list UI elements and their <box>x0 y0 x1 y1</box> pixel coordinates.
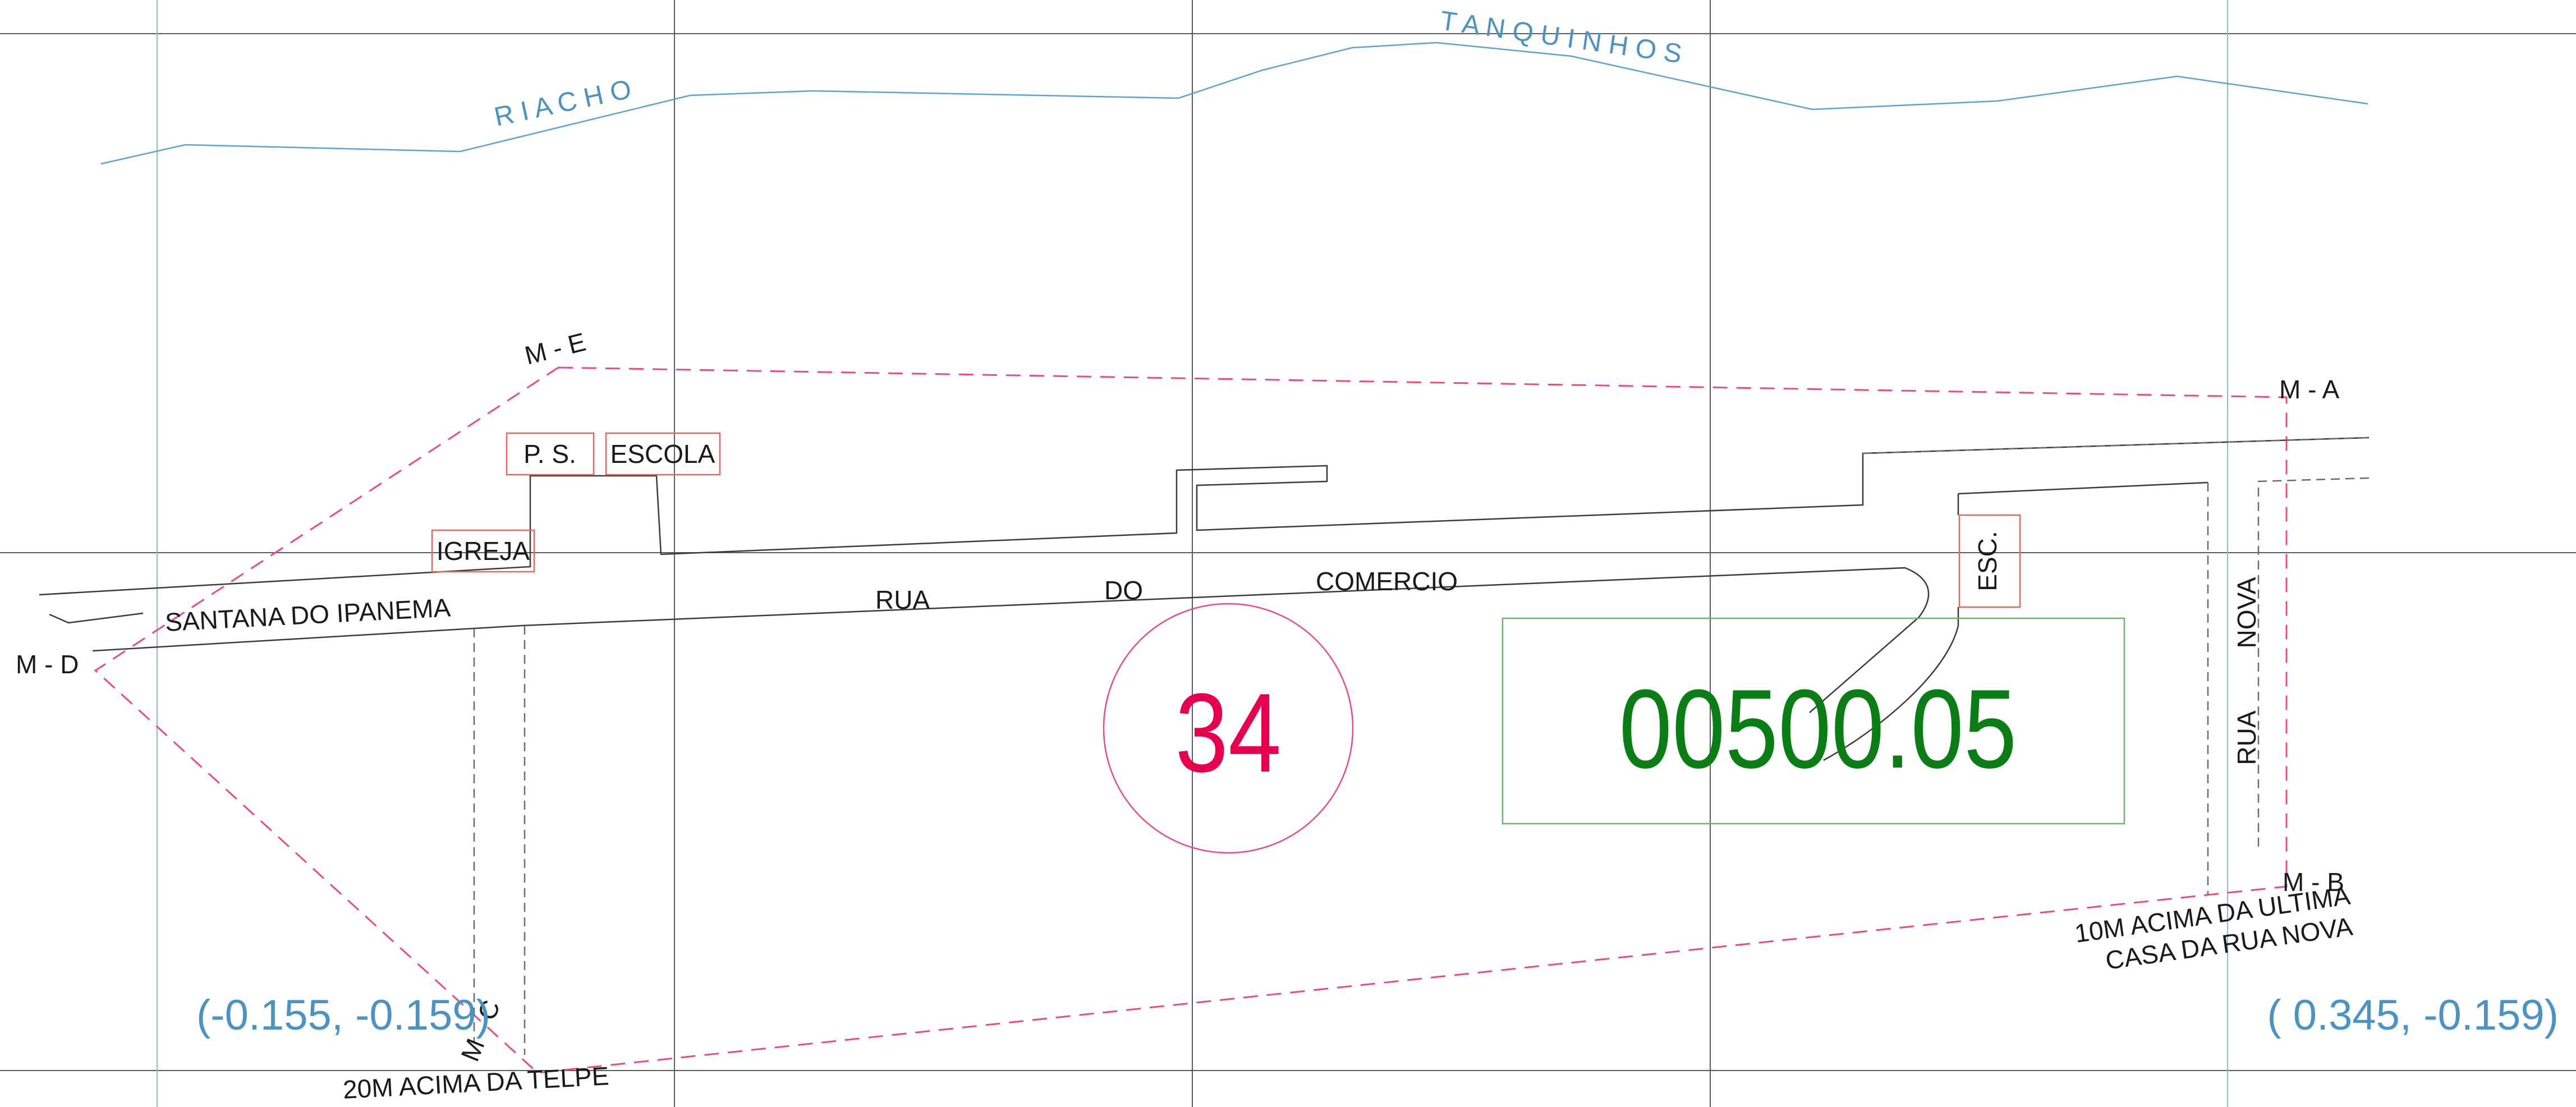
river-label-left: R I A C H O <box>492 74 634 132</box>
roads <box>39 437 2370 1055</box>
building-esc-label: ESC. <box>1973 531 2002 591</box>
street-label-rua-nova-2: NOVA <box>2232 577 2261 648</box>
river-line <box>100 42 2368 165</box>
marker-ma: M - A <box>2279 375 2340 404</box>
note-mc: 20M ACIMA DA TELPE <box>342 1061 610 1104</box>
sheet-number-circle <box>1103 603 1354 854</box>
coord-left: (-0.155, -0.159) <box>196 991 490 1039</box>
street-label-rua: RUA <box>875 585 930 614</box>
building-ps <box>506 432 595 476</box>
road-santana-stub <box>49 612 144 624</box>
coord-right: ( 0.345, -0.159) <box>2267 991 2559 1039</box>
river-label-right: T A N Q U I N H O S <box>1438 6 1683 69</box>
marker-md: M - D <box>16 650 79 679</box>
street-label-do: DO <box>1104 576 1143 605</box>
street-label-rua-nova-1: RUA <box>2232 710 2261 765</box>
street-label-santana: SANTANA DO IPANEMA <box>164 592 452 637</box>
road-comercio <box>92 567 1930 713</box>
building-esc <box>1958 514 2021 608</box>
road-dashed-rua-nova <box>2257 477 2370 847</box>
code-frame <box>1501 617 2125 825</box>
street-label-comercio: COMERCIO <box>1316 567 1458 596</box>
marker-me: M - E <box>522 327 589 370</box>
building-escola-label: ESCOLA <box>610 439 715 468</box>
building-igreja <box>431 529 535 573</box>
code-label: 00500.05 <box>1619 667 2017 792</box>
marker-mb: M - B <box>2283 867 2344 897</box>
road-dashed-upper <box>1862 437 2370 454</box>
boundary-polygon <box>94 366 2288 1074</box>
building-escola <box>605 432 721 476</box>
building-igreja-label: IGREJA <box>437 536 530 566</box>
building-ps-label: P. S. <box>524 439 576 468</box>
road-esc-line <box>1823 481 2208 761</box>
sheet-number: 34 <box>1175 670 1281 796</box>
road-upper <box>39 437 2370 596</box>
buildings: P. S. ESCOLA IGREJA ESC. <box>431 432 2021 608</box>
